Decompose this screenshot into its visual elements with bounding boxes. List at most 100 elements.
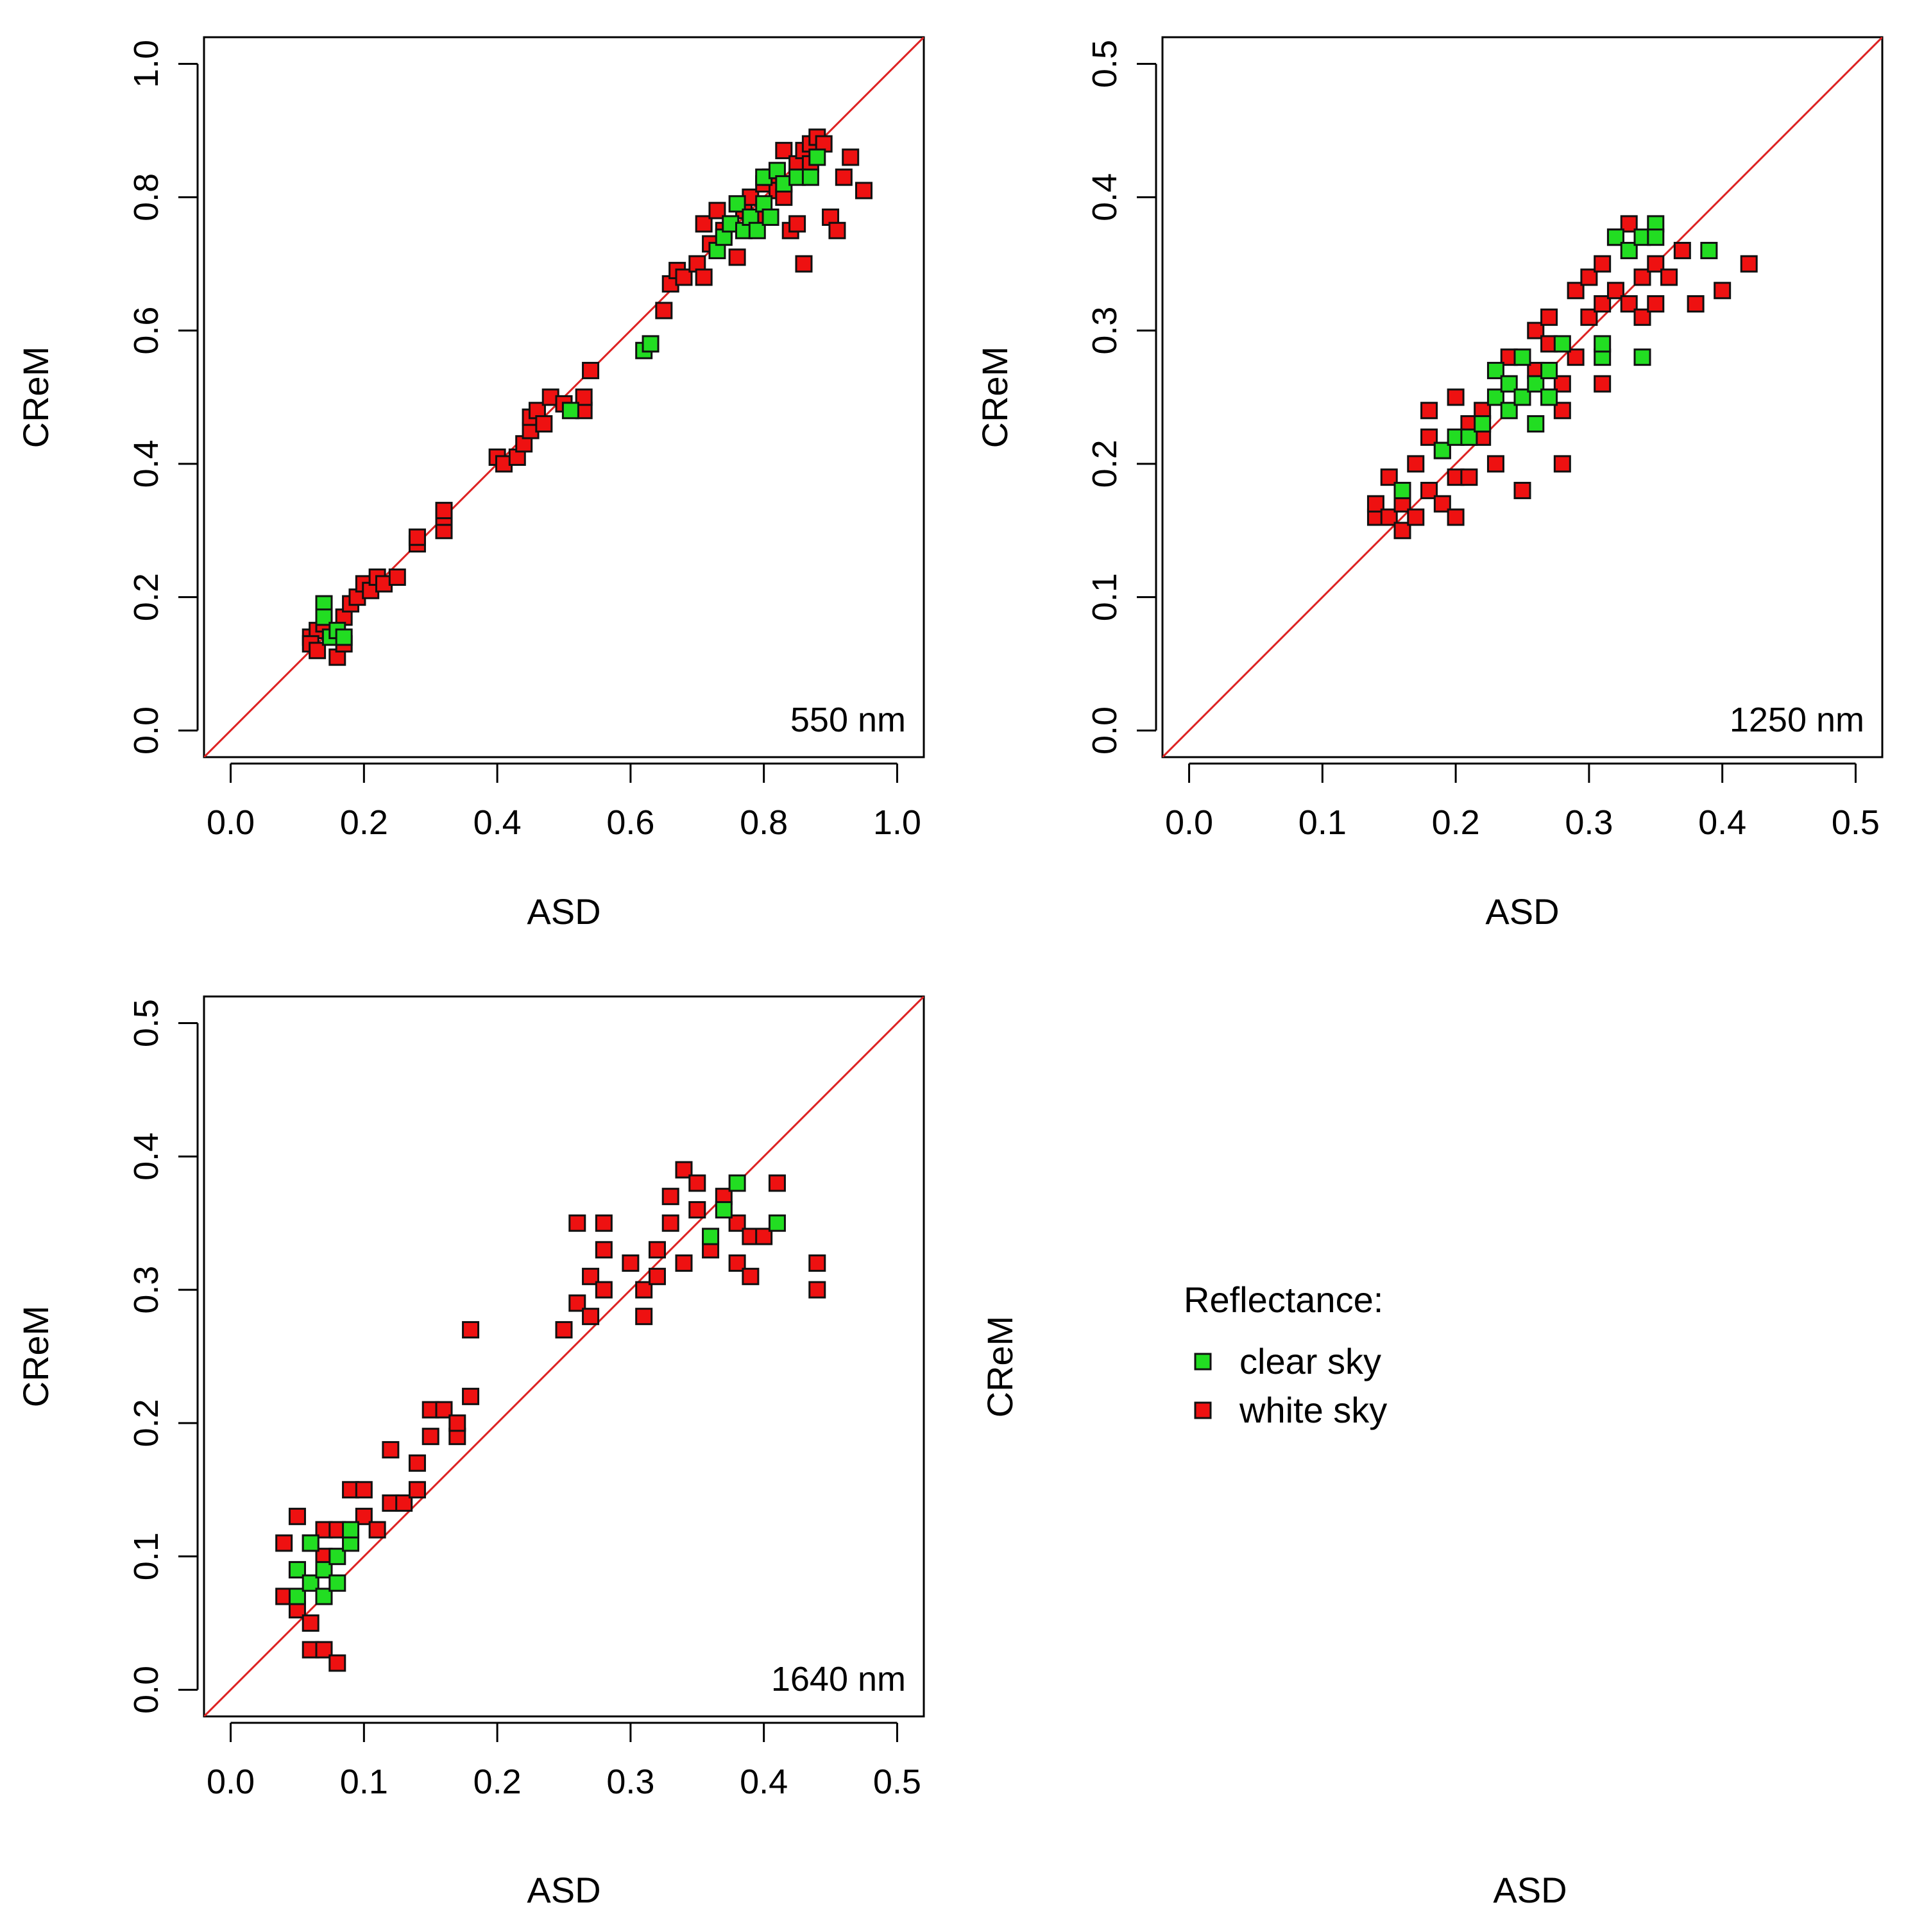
data-point (828, 221, 846, 239)
data-point (1407, 508, 1425, 526)
data-point (655, 302, 673, 320)
data-point (1714, 282, 1732, 300)
data-point (1513, 481, 1531, 499)
data-point (275, 1534, 293, 1552)
y-tick-label: 0.2 (127, 1399, 166, 1447)
data-point (1433, 441, 1451, 459)
panel-legend-area: CReM ASD (980, 1316, 1567, 1910)
data-point (1553, 455, 1571, 473)
panel-wavelength-label: 550 nm (790, 701, 906, 739)
data-point (335, 628, 353, 646)
plot-frame (203, 36, 925, 758)
legend: Reflectance: clear sky white sky (1184, 1279, 1387, 1430)
series-white-sky (302, 128, 872, 666)
data-point (328, 1548, 346, 1566)
y-tick-label: 0.3 (127, 1266, 166, 1314)
data-point (1647, 295, 1665, 313)
panel-1250nm: 0.0 0.1 0.2 0.3 0.4 0.5 0.0 0.1 0.2 0.3 0.4 0.5 ASD C… (975, 36, 1884, 932)
data-point (1594, 335, 1612, 353)
data-point (1687, 295, 1705, 313)
data-point (1540, 361, 1558, 379)
data-point (808, 1254, 826, 1272)
data-point (855, 182, 872, 200)
data-point (382, 1440, 400, 1458)
data-point (728, 1254, 746, 1272)
data-point (595, 1241, 613, 1259)
data-point (695, 268, 713, 286)
data-point (1540, 388, 1558, 406)
x-axis-title: ASD (527, 1870, 600, 1910)
data-point (808, 148, 826, 166)
data-point (448, 1414, 466, 1432)
y-tick-label: 0.8 (127, 173, 166, 221)
data-point (1540, 308, 1558, 326)
data-point (1673, 241, 1691, 259)
y-tick-label: 0.4 (1085, 173, 1124, 221)
data-point (1447, 508, 1465, 526)
data-point (421, 1428, 439, 1446)
y-axis-title: CReM (975, 346, 1015, 449)
plot-frame (1161, 36, 1884, 758)
data-point (328, 1654, 346, 1672)
x-tick-label: 0.5 (1832, 803, 1880, 842)
identity-line (204, 996, 924, 1716)
y-tick-label: 0.0 (1085, 706, 1124, 755)
data-point (1594, 295, 1612, 313)
data-point (302, 1534, 319, 1552)
data-point (1474, 415, 1492, 433)
legend-swatch-white-sky (1194, 1401, 1212, 1419)
data-point (675, 1254, 693, 1272)
x-tick-label: 0.2 (340, 803, 388, 842)
data-point (661, 1188, 679, 1206)
y-tick-label: 0.0 (127, 706, 166, 755)
y-axis-title: CReM (980, 1316, 1020, 1418)
data-point (795, 255, 813, 273)
data-point (1594, 375, 1612, 393)
x-tick-label: 0.0 (207, 803, 255, 842)
data-point (661, 1214, 679, 1232)
data-point (742, 1267, 760, 1285)
y-tick-label: 0.5 (127, 999, 166, 1047)
data-point (728, 195, 746, 213)
data-point (435, 502, 453, 520)
data-point (288, 1507, 306, 1525)
data-point (728, 248, 746, 266)
data-point (1553, 402, 1571, 420)
data-point (368, 1521, 386, 1539)
data-point (1460, 468, 1478, 486)
data-point (1567, 282, 1585, 300)
y-tick-label: 0.1 (127, 1532, 166, 1580)
data-point (768, 1214, 786, 1232)
data-point (715, 1201, 733, 1218)
legend-swatch-clear-sky (1194, 1353, 1212, 1371)
plot-frame (203, 995, 925, 1718)
data-point (808, 1281, 826, 1299)
data-point (408, 528, 426, 546)
x-tick-label: 0.2 (473, 1763, 522, 1801)
series-clear-sky (1393, 215, 1718, 499)
data-point (1527, 415, 1545, 433)
data-point (842, 148, 860, 166)
series-white-sky (1366, 215, 1758, 540)
y-axis-title: CReM (15, 346, 56, 449)
data-point (355, 1481, 373, 1499)
y-tick-label: 0.3 (1085, 307, 1124, 355)
data-point (555, 1321, 573, 1338)
data-point (728, 1174, 746, 1192)
x-axis-title: ASD (1493, 1870, 1567, 1910)
x-tick-label: 0.2 (1432, 803, 1480, 842)
data-point (622, 1254, 640, 1272)
x-tick-label: 0.4 (1698, 803, 1746, 842)
x-tick-label: 0.0 (207, 1763, 255, 1801)
data-point (835, 168, 853, 186)
data-point (1393, 481, 1411, 499)
data-point (582, 361, 600, 379)
data-point (408, 1481, 426, 1499)
data-point (595, 1281, 613, 1299)
data-point (688, 1201, 706, 1218)
data-point (1553, 335, 1571, 353)
x-tick-label: 0.4 (740, 1763, 788, 1801)
x-tick-label: 0.1 (340, 1763, 388, 1801)
panel-wavelength-label: 1640 nm (771, 1660, 906, 1698)
panel-550nm: 0.0 0.2 0.4 0.6 0.8 1.0 0.0 0.2 0.4 0.6 0.8 1.0 ASD C… (15, 36, 925, 932)
